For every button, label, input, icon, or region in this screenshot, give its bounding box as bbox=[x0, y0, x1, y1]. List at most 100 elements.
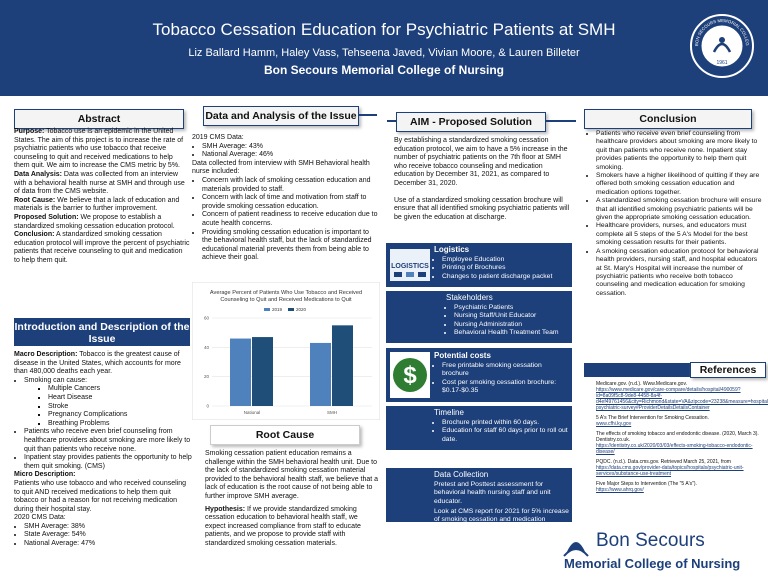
cause-item: Heart Disease bbox=[48, 394, 192, 403]
conclusion-body: Patients who receive even brief counseli… bbox=[586, 130, 764, 298]
causes-list: Multiple Cancers Heart Disease Stroke Pr… bbox=[14, 385, 192, 428]
abstract-body: Purpose: Tobacco use is an epidemic in t… bbox=[14, 128, 190, 266]
intro-body: Macro Description: Tobacco is the greate… bbox=[14, 351, 192, 549]
stakeholders-box: Stakeholders Psychiatric Patients Nursin… bbox=[386, 291, 572, 343]
solution-label: Proposed Solution: bbox=[14, 213, 79, 221]
rootcause-body: Smoking cessation patient education rema… bbox=[205, 450, 379, 549]
finding-item: Concern with lack of time and motivation… bbox=[202, 194, 380, 211]
logistics-icon-label: LOGISTICS bbox=[391, 263, 429, 270]
logo-name: Bon Secours bbox=[596, 530, 705, 551]
rootcause-paragraph: Smoking cessation patient education rema… bbox=[205, 450, 379, 500]
logistics-label: Logistics bbox=[434, 245, 470, 254]
logistics-box: LOGISTICS Logistics Employee Education P… bbox=[386, 243, 572, 287]
poster-header: Tobacco Cessation Education for Psychiat… bbox=[0, 0, 768, 96]
interview-intro: Data collected from interview with SMH B… bbox=[192, 159, 370, 176]
references-list: Medicare.gov. (n.d.). Www.Medicare.gov. h… bbox=[596, 381, 768, 493]
data-collection-box: Data Collection Pretest and Posttest ass… bbox=[386, 468, 572, 531]
y-tick-label: 40 bbox=[204, 345, 210, 350]
reference-link[interactable]: https://www.ahrq.gov/ bbox=[596, 487, 644, 493]
reference-item: Medicare.gov. (n.d.). Www.Medicare.gov. h… bbox=[596, 381, 768, 411]
timeline-item: Brochure printed within 60 days. bbox=[442, 419, 570, 427]
causes-intro: Smoking can cause: bbox=[24, 377, 192, 386]
bar bbox=[252, 337, 273, 406]
cms-2020-item: SMH Average: 38% bbox=[24, 523, 192, 532]
legend-label: 2019 bbox=[272, 307, 283, 312]
cost-item: Free printable smoking cessation brochur… bbox=[442, 362, 570, 378]
svg-text:$: $ bbox=[403, 362, 417, 389]
purpose-text: Tobacco use is an epidemic in the United… bbox=[14, 128, 184, 170]
logistics-item: Changes to patient discharge packet bbox=[442, 273, 570, 281]
stakeholder-item: Psychiatric Patients bbox=[454, 304, 570, 312]
data-collection-text-2: Look at CMS report for 2021 for 5% incre… bbox=[434, 507, 569, 532]
analysis-heading: Data and Analysis of the Issue bbox=[203, 106, 359, 126]
chart-title: Average Percent of Patients Who Use Toba… bbox=[210, 290, 362, 296]
costs-label: Potential costs bbox=[434, 351, 491, 360]
conclusion-label: Conclusion: bbox=[14, 231, 55, 239]
aim-paragraph-2: Use of a standardized smoking cessation … bbox=[394, 196, 570, 221]
rootcause-heading: Root Cause bbox=[210, 425, 360, 445]
references-heading: References bbox=[690, 362, 766, 378]
rootcause-text: We believe that a lack of education and … bbox=[14, 196, 180, 213]
comparison-bar-chart: Average Percent of Patients Who Use Toba… bbox=[192, 282, 380, 420]
abstract-heading: Abstract bbox=[14, 109, 184, 129]
data-collection-text: Pretest and Posttest assessment for beha… bbox=[434, 481, 551, 505]
cause-item: Stroke bbox=[48, 403, 192, 412]
aim-rule-right bbox=[546, 120, 576, 122]
costs-box: $ Potential costs Free printable smoking… bbox=[386, 348, 572, 402]
rootcause-label: Root Cause: bbox=[14, 196, 56, 204]
cause-item: Pregnancy Complications bbox=[48, 411, 192, 420]
y-tick-label: 60 bbox=[204, 316, 210, 321]
bar bbox=[310, 342, 331, 406]
legend-swatch bbox=[264, 308, 270, 311]
reference-link[interactable]: https://www.medicare.gov/care-compare/de… bbox=[596, 387, 768, 411]
college-seal-icon: 1961 BON SECOURS MEMORIAL COLLEGE OF NUR… bbox=[688, 10, 754, 78]
finding-item: Concern of patient readiness to receive … bbox=[202, 211, 380, 228]
conclusion-item: A standardized smoking cessation brochur… bbox=[596, 197, 764, 222]
macro-text: Tobacco is the greatest cause of disease… bbox=[14, 351, 181, 376]
cause-item: Breathing Problems bbox=[48, 420, 192, 429]
stakeholder-item: Behavioral Health Treatment Team bbox=[454, 329, 570, 337]
y-tick-label: 20 bbox=[204, 374, 210, 379]
analysis-label: Data Analysis: bbox=[14, 170, 62, 178]
legend-label: 2020 bbox=[296, 307, 307, 312]
y-tick-label: 0 bbox=[206, 404, 209, 409]
bar bbox=[230, 338, 251, 406]
conclusion-item: Healthcare providers, nurses, and educat… bbox=[596, 222, 764, 247]
reference-item: PQDC. (n.d.). Data.cms.gov. Retrieved Ma… bbox=[596, 459, 744, 477]
timeline-label: Timeline bbox=[434, 408, 464, 417]
stakeholder-item: Nursing Staff/Unit Educator bbox=[454, 312, 570, 320]
intro-heading: Introduction and Description of the Issu… bbox=[14, 320, 190, 346]
reference-link[interactable]: www.cfhi.ky.gov bbox=[596, 421, 632, 427]
timeline-box: Timeline Brochure printed within 60 days… bbox=[386, 406, 572, 450]
poster-title: Tobacco Cessation Education for Psychiat… bbox=[152, 20, 616, 39]
micro-text: Patients who use tobacco and who receive… bbox=[14, 479, 186, 513]
reference-link[interactable]: https://data.cms.gov/provider-data/topic… bbox=[596, 465, 744, 477]
purpose-label: Purpose: bbox=[14, 128, 45, 135]
finding-item: Concern with lack of smoking cessation e… bbox=[202, 177, 380, 194]
aim-paragraph: By establishing a standardized smoking c… bbox=[394, 137, 568, 187]
cms-2019-item: National Average: 46% bbox=[202, 151, 380, 160]
legend-swatch bbox=[288, 308, 294, 311]
conclusion-item: Patients who receive even brief counseli… bbox=[596, 130, 764, 172]
stakeholder-item: Nursing Administration bbox=[454, 321, 570, 329]
cms-2020-label: 2020 CMS Data: bbox=[14, 514, 66, 522]
cause-item: Multiple Cancers bbox=[48, 385, 192, 394]
reference-link[interactable]: https://dentistry.co.uk/2020/03/03/effec… bbox=[596, 443, 753, 455]
logistics-item: Employee Education bbox=[442, 256, 570, 264]
cms-2019-label: 2019 CMS Data: bbox=[192, 134, 244, 141]
cms-2020-item: National Average: 47% bbox=[24, 540, 192, 549]
chart-title-line2: Counseling to Quit and Received Medicati… bbox=[220, 297, 352, 303]
aim-rule-left bbox=[387, 120, 396, 122]
aim-body: By establishing a standardized smoking c… bbox=[394, 137, 572, 222]
macro-label: Macro Description: bbox=[14, 351, 78, 358]
solution-text: We propose to establish a standardized s… bbox=[14, 213, 175, 230]
reference-item: Five Major Steps to Intervention (The "5… bbox=[596, 481, 697, 493]
reference-item: 5 A's The Brief Intervention for Smoking… bbox=[596, 415, 709, 427]
micro-label: Micro Description: bbox=[14, 471, 76, 479]
logo-subtitle: Memorial College of Nursing bbox=[564, 556, 740, 571]
intro-bullet: Inpatient stay provides patients the opp… bbox=[24, 454, 192, 471]
stakeholders-label: Stakeholders bbox=[446, 293, 493, 302]
x-tick-label: National bbox=[244, 410, 261, 415]
cms-2020-item: State Average: 54% bbox=[24, 531, 192, 540]
conclusion-text: A standardized smoking cessation educati… bbox=[14, 231, 190, 264]
